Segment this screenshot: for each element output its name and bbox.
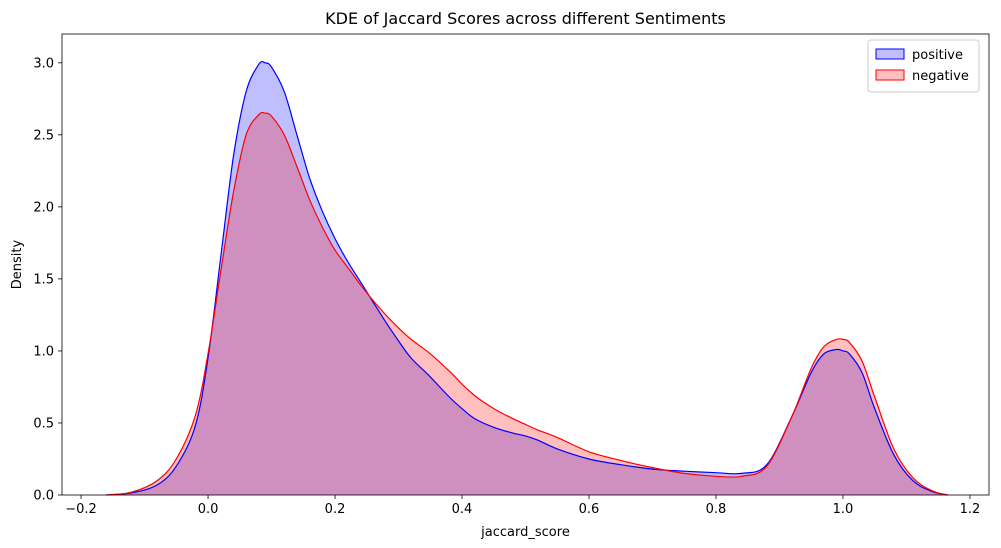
x-tick-label: 1.2 bbox=[960, 502, 981, 517]
legend-swatch-negative bbox=[875, 69, 905, 81]
y-tick-label: 2.5 bbox=[33, 128, 54, 143]
y-tick-label: 1.5 bbox=[33, 272, 54, 287]
legend-label-negative: negative bbox=[912, 69, 969, 84]
y-tick-label: 3.0 bbox=[33, 56, 54, 71]
y-axis-label: Density bbox=[10, 239, 25, 289]
plot-frame bbox=[61, 33, 990, 496]
y-axis: 0.0 0.5 1.0 1.5 2.0 2.5 3.0 bbox=[33, 56, 62, 504]
x-tick-label: 0.8 bbox=[706, 502, 727, 517]
legend-label-positive: positive bbox=[912, 48, 963, 63]
legend-box bbox=[867, 39, 980, 93]
x-tick-label: 0.4 bbox=[452, 502, 473, 517]
legend-item-positive: positive bbox=[875, 48, 963, 63]
plot-lines bbox=[106, 60, 948, 496]
x-tick-label: 0.6 bbox=[579, 502, 600, 517]
legend-item-negative: negative bbox=[875, 69, 969, 84]
x-tick-label: 0.2 bbox=[325, 502, 346, 517]
legend: positive negative bbox=[867, 39, 980, 93]
y-tick-label: 1.0 bbox=[33, 344, 54, 359]
y-tick-label: 2.0 bbox=[33, 200, 54, 215]
chart-title: KDE of Jaccard Scores across different S… bbox=[325, 9, 726, 28]
y-tick-label: 0.0 bbox=[33, 489, 54, 504]
area-positive bbox=[106, 61, 948, 495]
y-tick-label: 0.5 bbox=[33, 416, 54, 431]
x-tick-label: −0.2 bbox=[65, 502, 97, 517]
legend-swatch-positive bbox=[875, 48, 905, 60]
x-axis-label: jaccard_score bbox=[480, 525, 570, 540]
area-negative bbox=[106, 112, 948, 495]
x-tick-label: 0.0 bbox=[198, 502, 219, 517]
line-positive bbox=[106, 60, 948, 496]
x-axis: −0.2 0.0 0.2 0.4 0.6 0.8 1.0 1.2 bbox=[65, 495, 980, 517]
plot-fills bbox=[106, 61, 948, 495]
line-negative bbox=[106, 111, 948, 496]
x-tick-label: 1.0 bbox=[833, 502, 854, 517]
